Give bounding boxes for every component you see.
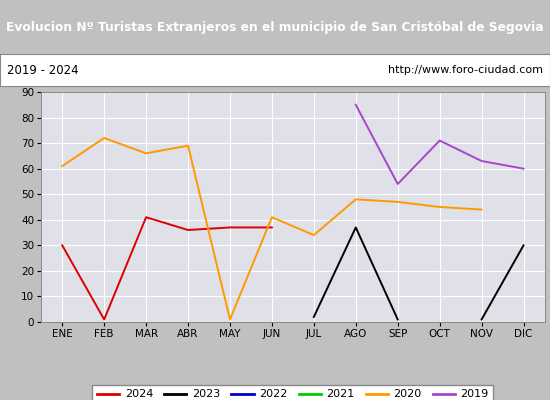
Text: Evolucion Nº Turistas Extranjeros en el municipio de San Cristóbal de Segovia: Evolucion Nº Turistas Extranjeros en el … (6, 20, 544, 34)
Text: 2019 - 2024: 2019 - 2024 (7, 64, 78, 76)
Legend: 2024, 2023, 2022, 2021, 2020, 2019: 2024, 2023, 2022, 2021, 2020, 2019 (92, 385, 493, 400)
Text: http://www.foro-ciudad.com: http://www.foro-ciudad.com (388, 65, 543, 75)
